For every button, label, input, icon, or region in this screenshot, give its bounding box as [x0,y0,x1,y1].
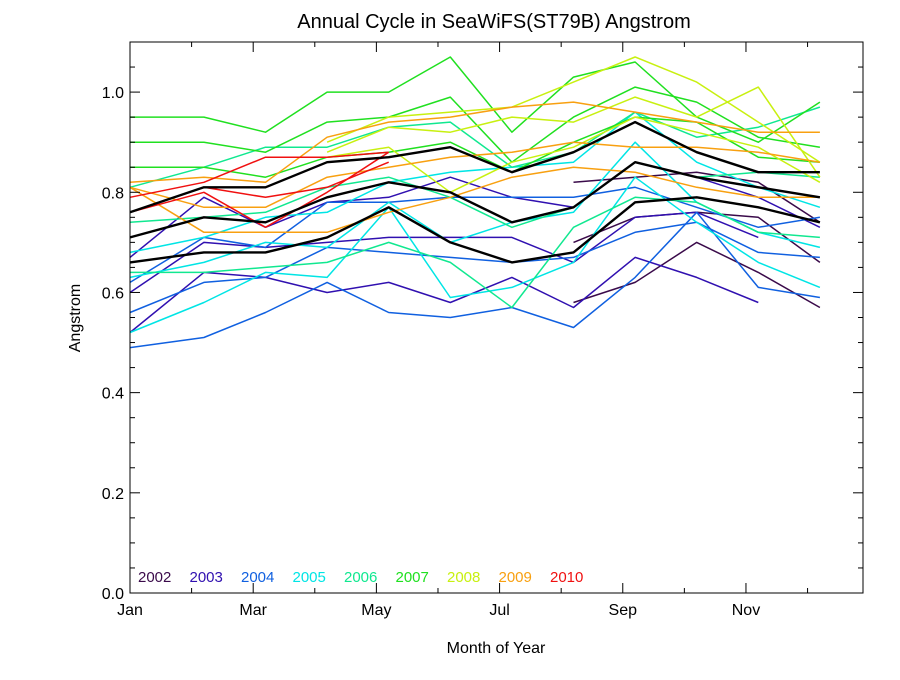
series-line-1 [573,241,821,309]
series-line-23 [129,141,821,209]
series-line-20 [326,86,821,178]
axis-ticks [129,42,863,594]
legend-entry-2006: 2006 [344,569,377,586]
y-tick-label: 0.6 [102,285,124,302]
x-tick-label: Sep [609,602,638,619]
series-line-7 [129,211,821,349]
series-line-4 [129,256,759,334]
y-tick-label: 1.0 [102,85,124,102]
x-axis-label: Month of Year [447,640,546,657]
axis-tick-labels: Jan Mar May Jul Sep Nov 0.0 0.2 0.4 0.6 0.8 1.0 [102,85,760,619]
x-tick-label: Jul [489,602,509,619]
series-line-22 [129,166,820,234]
legend-entry-2008: 2008 [447,569,480,586]
series-line-24 [129,101,820,184]
plot-lines [129,56,821,349]
legend-entry-2005: 2005 [293,569,326,586]
y-tick-label: 0.4 [102,386,124,403]
x-tick-label: May [361,602,391,619]
series-line-18 [130,56,821,143]
legend-entry-2009: 2009 [499,569,532,586]
x-tick-label: Mar [239,602,267,619]
series-line-13 [130,196,820,309]
y-tick-label: 0.8 [102,185,124,202]
legend-entry-2003: 2003 [190,569,223,586]
plot-frame [129,41,864,594]
series-line-3 [573,171,821,223]
series-line-30 [129,120,820,214]
series-line-17 [130,86,821,163]
series-line-19 [326,116,821,194]
y-tick-label: 0.0 [102,586,124,603]
series-line-10 [129,176,821,334]
legend-entry-2007: 2007 [396,569,429,586]
series-line-21 [326,56,821,163]
legend: 2002 2003 2004 2005 2006 2007 2008 2009 2010 [138,569,583,586]
y-tick-label: 0.2 [102,486,124,503]
legend-entry-2010: 2010 [550,569,583,586]
series-line-28 [129,196,821,264]
y-axis-label: Angstrom [67,284,84,352]
x-tick-label: Nov [732,602,760,619]
legend-entry-2002: 2002 [138,569,171,586]
series-line-14 [129,161,820,229]
chart-title: Annual Cycle in SeaWiFS(ST79B) Angstrom [297,11,691,33]
series-line-27 [129,151,389,199]
series-line-29 [129,161,821,239]
series-line-16 [130,116,820,178]
x-tick-label: Jan [117,602,143,619]
legend-entry-2004: 2004 [241,569,274,586]
series-line-5 [129,211,759,294]
